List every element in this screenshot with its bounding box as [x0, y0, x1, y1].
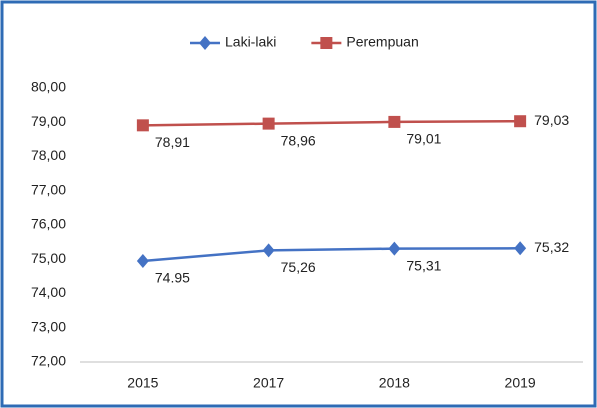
y-tick-label: 79,00	[31, 113, 66, 129]
y-tick-label: 77,00	[31, 181, 66, 197]
data-label: 75,32	[534, 239, 569, 255]
x-tick-label: 2015	[127, 375, 158, 391]
legend-marker	[320, 37, 333, 49]
legend-label: Laki-laki	[225, 34, 276, 50]
data-point	[136, 119, 149, 132]
x-tick-label: 2019	[505, 375, 536, 391]
y-tick-label: 76,00	[31, 216, 66, 232]
y-tick-label: 73,00	[31, 318, 66, 334]
legend-label: Perempuan	[346, 34, 418, 50]
data-point	[388, 115, 401, 128]
data-label: 78,91	[155, 134, 190, 150]
data-point	[262, 243, 275, 258]
data-point	[514, 115, 527, 128]
x-tick-label: 2018	[379, 375, 410, 391]
data-point	[514, 241, 527, 256]
data-label: 79,03	[534, 112, 569, 128]
y-tick-label: 72,00	[31, 353, 66, 369]
y-tick-label: 78,00	[31, 147, 66, 163]
data-label: 78,96	[281, 132, 316, 148]
data-point	[388, 241, 401, 256]
data-label: 74.95	[155, 270, 190, 286]
legend-marker	[199, 36, 211, 50]
data-point	[262, 117, 275, 130]
y-tick-label: 74,00	[31, 284, 66, 300]
y-tick-label: 80,00	[31, 79, 66, 95]
data-label: 75,31	[406, 257, 441, 273]
data-label: 79,01	[406, 131, 441, 147]
data-point	[136, 253, 149, 268]
series-line	[142, 247, 521, 263]
series-line	[142, 119, 521, 127]
y-tick-label: 75,00	[31, 250, 66, 266]
x-tick-label: 2017	[253, 375, 284, 391]
data-label: 75,26	[281, 259, 316, 275]
